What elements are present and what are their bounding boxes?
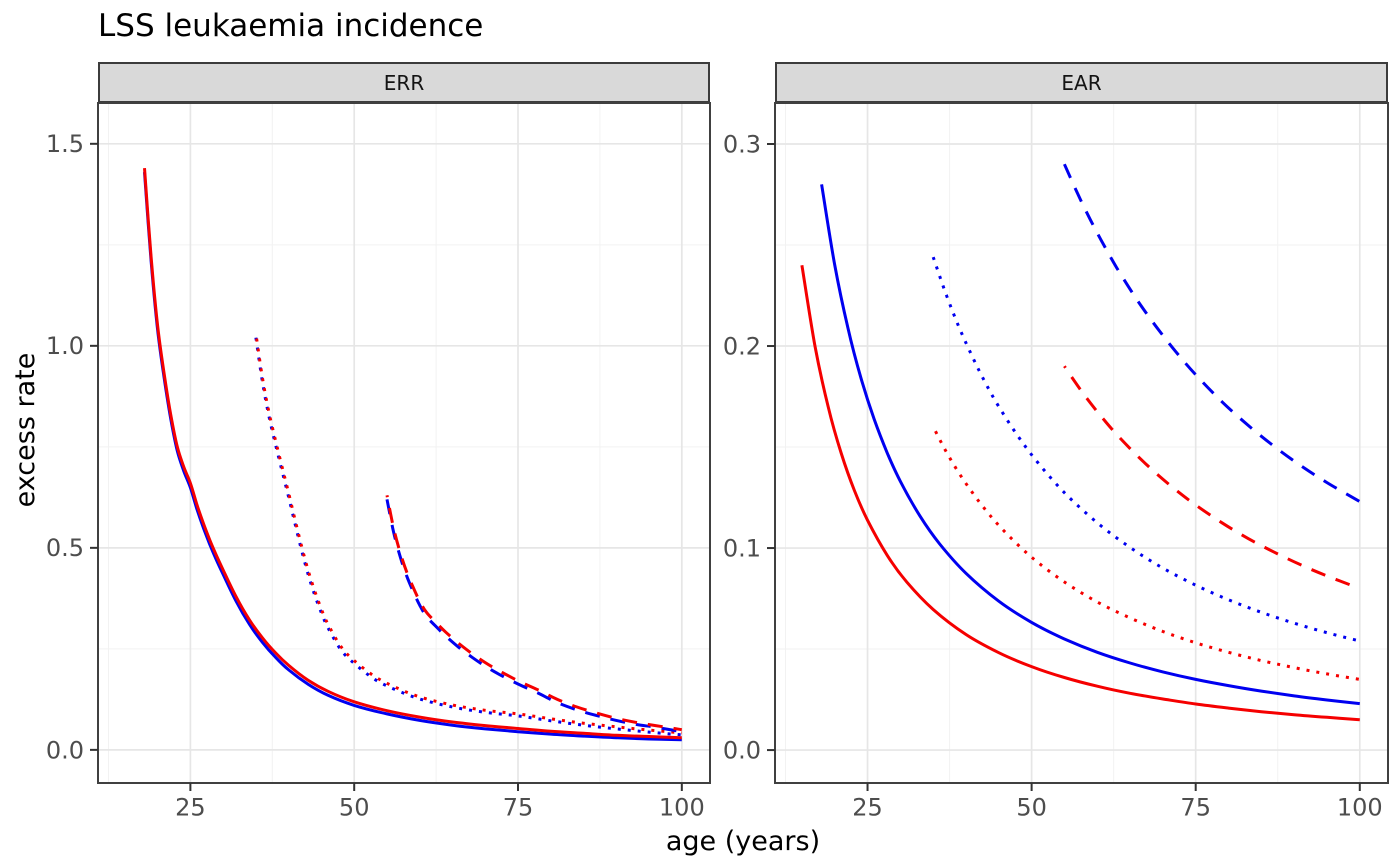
x-tick-label: 25 (852, 794, 883, 822)
x-tick-label: 100 (659, 794, 705, 822)
err-curves (143, 167, 683, 742)
ear-panel: 25 50 75 100 0.0 0.1 0.2 0.3 (723, 102, 1389, 822)
ear-curve-red-dotted (931, 426, 1361, 681)
y-tick-label: 0.1 (723, 534, 761, 562)
err-curve-red-solid (143, 167, 682, 740)
ear-curve-blue-dashed (1063, 163, 1361, 503)
ear-curve-blue-solid (820, 184, 1360, 706)
y-tick-label: 0.3 (723, 130, 761, 158)
ear-axis-ticks: 25 50 75 100 0.0 0.1 0.2 0.3 (723, 130, 1383, 821)
facet-strip-ear-label: EAR (1061, 70, 1102, 95)
ear-panel-border (774, 102, 1389, 784)
err-grid-major (98, 103, 710, 783)
facet-strip-ear: EAR (775, 62, 1388, 103)
y-tick-label: 0.2 (723, 332, 761, 360)
err-panel-border (97, 102, 711, 784)
ear-curve-red-dashed (1063, 365, 1361, 590)
x-axis-title: age (years) (665, 826, 821, 857)
panel-background (98, 103, 710, 783)
err-curve-blue-dashed (385, 499, 683, 734)
x-tick-label: 100 (1337, 794, 1383, 822)
err-curve-blue-dotted (254, 337, 682, 737)
x-tick-label: 50 (1016, 794, 1047, 822)
y-tick-label: 1.0 (46, 332, 84, 360)
ear-grid-minor (775, 103, 1388, 783)
y-tick-label: 0.0 (723, 736, 761, 764)
err-curve-red-dotted (254, 333, 682, 735)
y-tick-label: 0.0 (46, 736, 84, 764)
ear-curve-red-solid (800, 264, 1360, 722)
panel-background (775, 103, 1388, 783)
err-axis-ticks: 25 50 75 100 0.0 0.5 1.0 1.5 (46, 130, 705, 821)
x-tick-label: 50 (339, 794, 370, 822)
ear-curves (800, 163, 1361, 722)
facet-strip-err: ERR (98, 62, 710, 103)
err-panel: 25 50 75 100 0.0 0.5 1.0 1.5 (46, 102, 711, 822)
err-curve-red-dashed (385, 495, 683, 732)
y-axis-title: excess rate (10, 352, 41, 508)
x-tick-label: 75 (503, 794, 534, 822)
err-grid-minor (98, 103, 710, 783)
y-tick-label: 1.5 (46, 130, 84, 158)
y-tick-label: 0.5 (46, 534, 84, 562)
x-tick-label: 75 (1180, 794, 1211, 822)
plot-title: LSS leukaemia incidence (98, 8, 484, 44)
facet-strip-err-label: ERR (383, 70, 425, 95)
ear-grid-major (775, 103, 1388, 783)
x-tick-label: 25 (175, 794, 206, 822)
